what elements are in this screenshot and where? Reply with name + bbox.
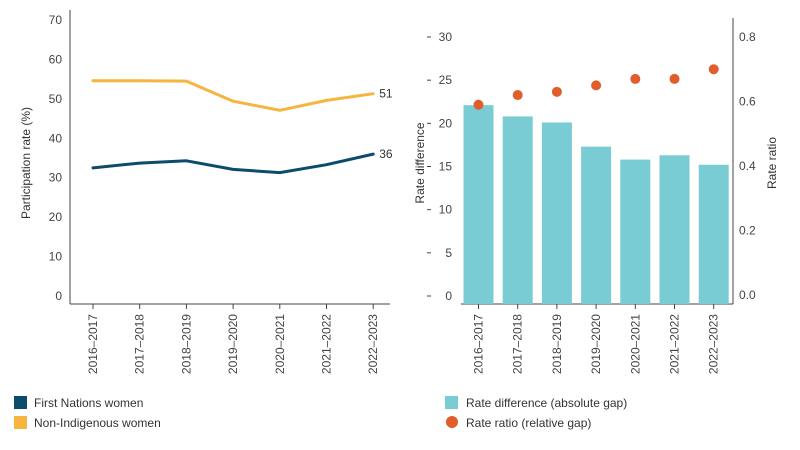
rate-ratio-point xyxy=(708,64,719,75)
right-x-tick-label: 2020–2021 xyxy=(628,314,642,374)
rate-difference-bar xyxy=(659,155,690,304)
rate-difference-bar xyxy=(463,105,494,304)
left-y-tick-label: 40 xyxy=(49,131,63,145)
legend-item-rate-ratio: Rate ratio (relative gap) xyxy=(446,416,591,430)
left-x-tick-label: 2021–2022 xyxy=(320,314,334,374)
rate-difference-tick-label: 5 xyxy=(445,246,452,260)
left-y-tick-label: 30 xyxy=(49,171,63,185)
right-x-tick-label: 2017–2018 xyxy=(511,314,525,374)
rate-difference-tick-label: 30 xyxy=(439,30,453,44)
legend-item-first-nations: First Nations women xyxy=(14,396,143,410)
rate-ratio-point xyxy=(473,99,484,110)
rate-ratio-point xyxy=(630,73,641,84)
rate-ratio-axis-title: Rate ratio xyxy=(765,137,779,189)
rate-ratio-tick-label: 0.8 xyxy=(739,30,756,44)
rate-difference-bar xyxy=(541,122,572,304)
rate-difference-tick-labels: 0 5 10 15 20 25 30 xyxy=(427,30,452,303)
rate-ratio-point xyxy=(669,73,680,84)
right-x-tick-label: 2018–2019 xyxy=(550,314,564,374)
right-x-tick-label: 2021–2022 xyxy=(668,314,682,374)
left-y-tick-label: 60 xyxy=(49,52,63,66)
legend-item-non-indigenous: Non-Indigenous women xyxy=(14,416,161,430)
series-end-labels: 36 51 xyxy=(379,87,393,161)
left-y-axis-title: Participation rate (%) xyxy=(19,107,33,219)
legend-swatch-non-indigenous xyxy=(14,416,27,429)
right-legend: Rate difference (absolute gap) Rate rati… xyxy=(445,396,627,430)
left-x-tick-label: 2020–2021 xyxy=(273,314,287,374)
rate-ratio-point xyxy=(551,86,562,97)
series-line-1 xyxy=(91,79,375,112)
left-x-tick-labels: 2016–2017 2017–2018 2018–2019 2019–2020 2020… xyxy=(86,304,380,374)
rate-difference-bar xyxy=(620,159,651,304)
rate-difference-bar xyxy=(698,164,729,304)
rate-difference-tick-label: 20 xyxy=(439,116,453,130)
participation-line-chart: Participation rate (%) 0 10 20 30 40 50 60 70 2… xyxy=(19,10,393,374)
left-legend: First Nations women Non-Indigenous women xyxy=(14,396,161,430)
right-x-tick-label: 2016–2017 xyxy=(472,314,486,374)
legend-label-first-nations: First Nations women xyxy=(34,396,143,410)
left-x-tick-label: 2018–2019 xyxy=(179,314,193,374)
right-x-tick-label: 2022–2023 xyxy=(707,314,721,374)
left-x-tick-label: 2017–2018 xyxy=(133,314,147,374)
rate-difference-bar xyxy=(581,146,612,304)
left-x-tick-label: 2019–2020 xyxy=(226,314,240,374)
rate-ratio-tick-label: 0.6 xyxy=(739,95,756,109)
legend-item-rate-difference: Rate difference (absolute gap) xyxy=(445,396,627,410)
right-x-tick-labels: 2016–2017 2017–2018 2018–2019 2019–2020 2020… xyxy=(472,304,721,374)
rate-ratio-tick-labels: 0.0 0.2 0.4 0.6 0.8 xyxy=(739,30,756,302)
series-end-label-0: 36 xyxy=(379,147,393,161)
legend-label-rate-difference: Rate difference (absolute gap) xyxy=(466,396,627,410)
rate-ratio-tick-label: 0.0 xyxy=(739,288,756,302)
rate-ratio-tick-label: 0.2 xyxy=(739,224,756,238)
rate-difference-axis-title: Rate difference xyxy=(413,122,427,203)
legend-label-rate-ratio: Rate ratio (relative gap) xyxy=(466,416,591,430)
left-x-tick-label: 2016–2017 xyxy=(86,314,100,374)
rate-difference-tick-label: 0 xyxy=(445,289,452,303)
series-end-label-1: 51 xyxy=(379,87,393,101)
rate-ratio-point xyxy=(591,80,602,91)
left-y-tick-label: 10 xyxy=(49,250,63,264)
rate-ratio-tick-label: 0.4 xyxy=(739,159,756,173)
left-x-tick-label: 2022–2023 xyxy=(366,314,380,374)
rate-difference-bar xyxy=(502,116,533,304)
legend-swatch-rate-ratio xyxy=(446,416,458,428)
left-y-tick-label: 70 xyxy=(49,13,63,27)
gap-combo-chart: Rate difference Rate ratio 051015202530 … xyxy=(413,18,779,374)
right-x-tick-label: 2019–2020 xyxy=(589,314,603,374)
rate-difference-bars xyxy=(463,105,729,304)
left-y-tick-label: 50 xyxy=(49,92,63,106)
legend-swatch-first-nations xyxy=(14,396,27,409)
participation-series-lines xyxy=(91,79,375,175)
rate-ratio-points xyxy=(473,64,719,110)
rate-difference-tick-label: 25 xyxy=(439,73,453,87)
left-y-tick-label: 20 xyxy=(49,210,63,224)
rate-difference-tick-label: 10 xyxy=(439,203,453,217)
rate-difference-tick-label: 15 xyxy=(439,160,453,174)
left-y-tick-label: 0 xyxy=(55,289,62,303)
series-line-0 xyxy=(91,152,375,175)
legend-swatch-rate-difference xyxy=(445,396,458,409)
legend-label-non-indigenous: Non-Indigenous women xyxy=(34,416,161,430)
left-y-tick-labels: 0 10 20 30 40 50 60 70 xyxy=(49,13,63,303)
rate-ratio-point xyxy=(512,90,523,101)
